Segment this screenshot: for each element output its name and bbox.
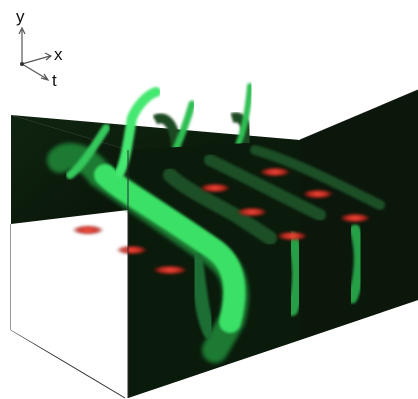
t-axis-arrow [21,63,48,80]
red-mark [72,225,104,235]
axis-origin [20,62,24,66]
red-mark [116,245,148,255]
frame-bottom-edge [10,329,126,399]
red-mark [199,183,231,193]
x-axis-label: x [54,45,63,64]
red-mark [339,213,371,223]
dim-cell-streaks [163,145,385,339]
red-markers [72,167,371,275]
y-axis-label: y [16,7,25,26]
t-arrow-head [40,73,50,82]
red-mark [302,189,334,199]
red-mark [276,231,308,241]
bright-cell-streak [47,87,249,363]
axis-indicator [18,26,53,82]
red-mark [152,265,188,275]
red-mark [259,167,291,177]
red-mark [236,207,268,217]
x-arrow-head [44,52,53,61]
t-axis-label: t [52,71,57,90]
x-axis-arrow [21,55,51,65]
y-arrow-head [18,26,26,35]
